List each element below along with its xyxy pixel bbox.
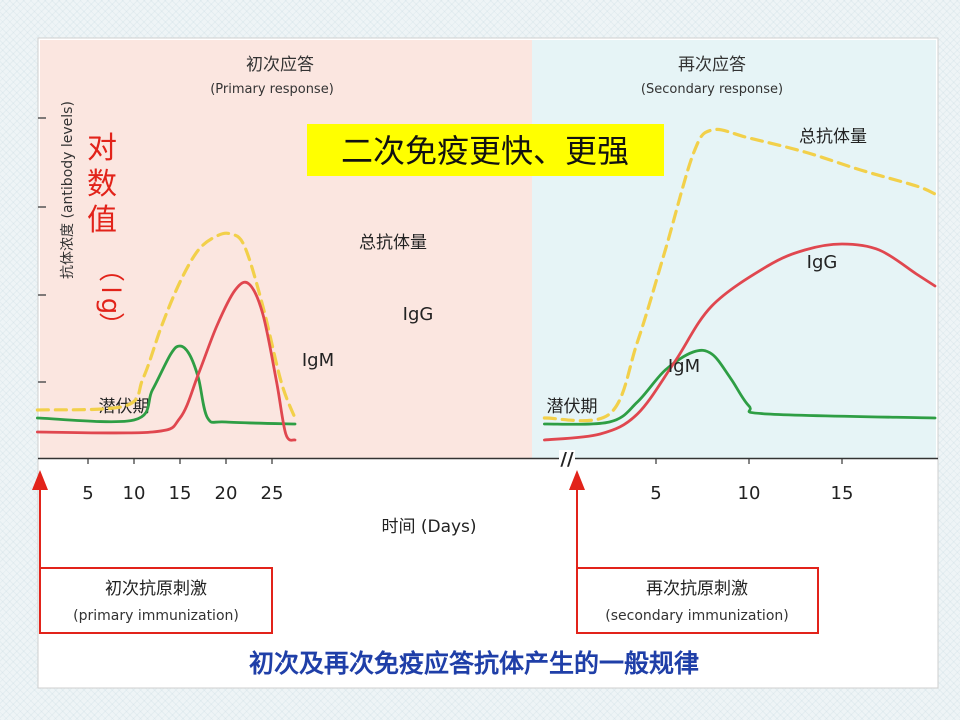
y-annotation-char: 对 xyxy=(87,131,117,166)
highlight-text: 二次免疫更快、更强 xyxy=(341,132,629,170)
primary-phase-subtitle: (Primary response) xyxy=(210,82,334,97)
primary-phase-title: 初次应答 xyxy=(246,55,314,75)
secondary-stimulus-arrow-head xyxy=(569,470,585,490)
y-annotation-char: l xyxy=(95,286,125,293)
axis-break-mark: // xyxy=(560,449,574,470)
x-tick-label-primary: 10 xyxy=(123,483,146,504)
primary-phase-background xyxy=(40,40,532,458)
total-antibody-primary-curve xyxy=(35,231,297,420)
secondary-stimulus-subtitle: (secondary immunization) xyxy=(605,608,788,624)
y-annotation-char: （ xyxy=(95,256,125,282)
x-tick-label-primary: 20 xyxy=(215,483,238,504)
y-annotation-char: 数 xyxy=(87,167,117,202)
x-axis-label: 时间 (Days) xyxy=(381,517,476,537)
primary-stimulus-subtitle: (primary immunization) xyxy=(73,608,239,624)
igg-primary-curve xyxy=(36,280,297,442)
secondary-phase-title: 再次应答 xyxy=(678,55,746,75)
igm-secondary-curve xyxy=(543,348,937,426)
igg-secondary-curve xyxy=(543,242,937,442)
igm-primary-curve xyxy=(36,344,297,426)
primary-stimulus-title: 初次抗原刺激 xyxy=(105,579,207,599)
secondary-latency-label: 潜伏期 xyxy=(547,397,598,417)
x-tick-label-secondary: 5 xyxy=(650,483,661,504)
y-annotation-char: 值 xyxy=(87,203,117,238)
x-tick-label-secondary: 10 xyxy=(738,483,761,504)
primary-stimulus-box xyxy=(39,567,273,634)
igm-secondary-label: IgM xyxy=(668,356,700,377)
y-annotation-char: g xyxy=(95,298,125,315)
total-antibody-secondary-curve xyxy=(542,127,937,423)
y-axis-label: 抗体浓度 (antibody levels) xyxy=(60,101,76,279)
x-tick-label-primary: 15 xyxy=(169,483,192,504)
primary-latency-label: 潜伏期 xyxy=(99,397,150,417)
x-tick-label-secondary: 15 xyxy=(831,483,854,504)
secondary-stimulus-title: 再次抗原刺激 xyxy=(646,579,748,599)
total-antibody-secondary-label: 总抗体量 xyxy=(799,127,867,147)
x-tick-label-primary: 5 xyxy=(82,483,93,504)
x-tick-label-primary: 25 xyxy=(261,483,284,504)
chart-title: 初次及再次免疫应答抗体产生的一般规律 xyxy=(249,649,699,678)
axis-break-gap xyxy=(559,450,575,466)
secondary-stimulus-box xyxy=(576,567,819,634)
igg-primary-label: IgG xyxy=(403,304,434,325)
total-antibody-primary-label: 总抗体量 xyxy=(359,233,427,253)
igm-primary-label: IgM xyxy=(302,350,334,371)
highlight-box xyxy=(307,124,664,176)
igg-secondary-label: IgG xyxy=(807,252,838,273)
y-annotation: 对数值 （ lg） xyxy=(87,131,125,338)
secondary-phase-subtitle: (Secondary response) xyxy=(641,82,783,97)
secondary-phase-background xyxy=(532,40,936,458)
y-annotation-char: ） xyxy=(95,312,125,338)
primary-stimulus-arrow-head xyxy=(32,470,48,490)
